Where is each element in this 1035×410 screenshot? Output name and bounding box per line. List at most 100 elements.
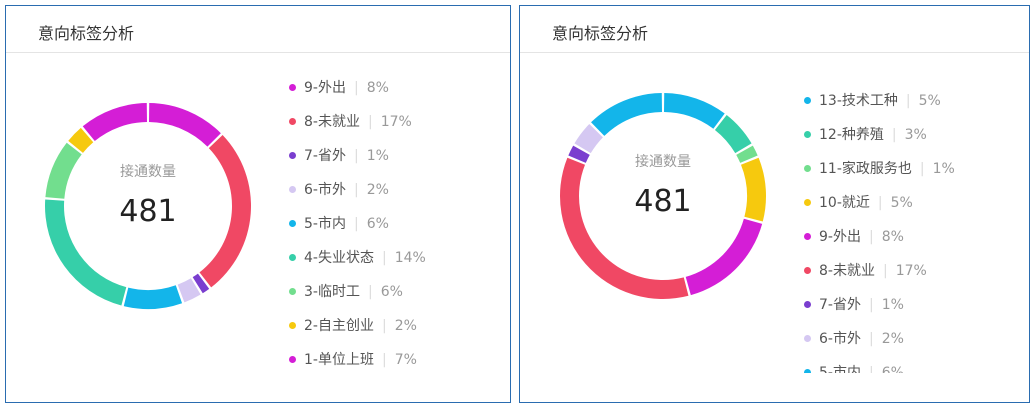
- legend-dot: [289, 185, 296, 193]
- legend-value: 8%: [881, 229, 904, 245]
- legend-item: 12-种养殖 | 3%: [804, 125, 927, 145]
- legend-divider: |: [919, 161, 925, 177]
- legend-dot: [289, 321, 296, 329]
- legend-dot: [804, 300, 811, 308]
- donut-segment: [568, 145, 590, 163]
- legend-divider: |: [381, 352, 387, 368]
- legend-divider: |: [877, 195, 883, 211]
- legend-value: 5%: [918, 93, 941, 109]
- legend-dot: [804, 130, 811, 138]
- legend-divider: |: [353, 80, 359, 96]
- legend-value: 8%: [366, 80, 389, 96]
- donut-segment: [199, 134, 251, 288]
- donut-segment: [685, 218, 763, 296]
- legend-value: 6%: [366, 216, 389, 232]
- legend-dot: [804, 198, 811, 206]
- legend-divider: |: [882, 263, 888, 279]
- legend-divider: |: [353, 182, 359, 198]
- legend-dot: [289, 219, 296, 227]
- legend-value: 6%: [380, 284, 403, 300]
- legend-divider: |: [381, 250, 387, 266]
- panel: 意向标签分析 接通数量 481 13-技术工种 | 5% 12-种养殖 | 3% 11-家政服务也…: [519, 5, 1030, 403]
- legend-dot: [289, 151, 296, 159]
- legend-divider: |: [905, 93, 911, 109]
- legend-value: 3%: [904, 127, 927, 143]
- legend-item: 6-市外 | 2%: [804, 329, 904, 349]
- legend-name: 1-单位上班: [304, 352, 374, 368]
- legend-item: 8-未就业 | 17%: [289, 112, 412, 132]
- panel-title: 意向标签分析: [552, 24, 649, 43]
- donut-segment: [192, 273, 210, 294]
- legend-dot: [289, 117, 296, 125]
- legend-item: 10-就近 | 5%: [804, 193, 913, 213]
- legend-dot: [289, 355, 296, 363]
- legend-item: 11-家政服务也 | 1%: [804, 159, 955, 179]
- legend-name: 3-临时工: [304, 284, 360, 300]
- legend-dot: [289, 83, 296, 91]
- donut-segment: [736, 145, 758, 163]
- donut-segment: [714, 115, 752, 154]
- legend-item: 3-临时工 | 6%: [289, 282, 403, 302]
- donut-segment: [574, 124, 603, 154]
- center-value: 481: [634, 184, 691, 219]
- donut-segment: [68, 127, 94, 153]
- legend-name: 9-外出: [819, 229, 861, 245]
- legend-dot: [804, 368, 811, 373]
- legend-value: 1%: [932, 161, 955, 177]
- legend-item: 6-市外 | 2%: [289, 180, 389, 200]
- legend-name: 6-市外: [819, 331, 861, 347]
- donut-segment: [177, 278, 201, 303]
- donut-segment: [740, 157, 766, 222]
- legend-divider: |: [367, 114, 373, 130]
- donut-segment: [82, 103, 147, 142]
- legend-value: 17%: [380, 114, 412, 130]
- center-value: 481: [119, 194, 176, 229]
- legend-dot: [289, 253, 296, 261]
- legend-name: 8-未就业: [304, 114, 360, 130]
- donut-segment: [560, 157, 689, 299]
- legend-value: 2%: [881, 331, 904, 347]
- legend-item: 7-省外 | 1%: [804, 295, 904, 315]
- legend-name: 8-未就业: [819, 263, 875, 279]
- legend-item: 2-自主创业 | 2%: [289, 316, 417, 336]
- donut-segment: [591, 93, 662, 136]
- legend-value: 2%: [394, 318, 417, 334]
- donut-segment: [664, 93, 725, 129]
- legend-value: 7%: [394, 352, 417, 368]
- legend-name: 12-种养殖: [819, 127, 884, 143]
- legend-item: 7-省外 | 1%: [289, 146, 389, 166]
- legend-name: 5-市内: [819, 365, 861, 373]
- legend-divider: |: [353, 148, 359, 164]
- legend-dot: [804, 164, 811, 172]
- legend-name: 4-失业状态: [304, 250, 374, 266]
- legend-dot: [804, 266, 811, 274]
- legend-item: 4-失业状态 | 14%: [289, 248, 426, 268]
- legend-dot: [804, 232, 811, 240]
- legend-value: 17%: [895, 263, 927, 279]
- donut-segment: [45, 199, 127, 306]
- donut-chart: 接通数量 481: [560, 93, 766, 299]
- panel-title: 意向标签分析: [38, 24, 135, 43]
- legend-value: 5%: [890, 195, 913, 211]
- legend-dot: [804, 96, 811, 104]
- legend-dot: [289, 287, 296, 295]
- donut-segment: [45, 142, 82, 199]
- legend-name: 9-外出: [304, 80, 346, 96]
- panel: 意向标签分析接通数量 481 9-外出 | 8% 8-未就业 | 17% 7-省外 | 1% 6-市外…: [5, 5, 511, 403]
- legend-item: 9-外出 | 8%: [804, 227, 904, 247]
- legend-value: 1%: [366, 148, 389, 164]
- legend-name: 7-省外: [304, 148, 346, 164]
- legend-divider: |: [868, 331, 874, 347]
- legend-item: 8-未就业 | 17%: [804, 261, 927, 281]
- legend-divider: |: [381, 318, 387, 334]
- donut-chart: 接通数量 481: [45, 103, 251, 309]
- legend-item: 5-市内 | 6%: [289, 214, 389, 234]
- legend: 9-外出 | 8% 8-未就业 | 17% 7-省外 | 1% 6-市外 | 2% 5-市内 | 6% 4-失…: [289, 78, 489, 378]
- legend-divider: |: [868, 365, 874, 373]
- legend-divider: |: [891, 127, 897, 143]
- legend-value: 1%: [881, 297, 904, 313]
- legend-divider: |: [353, 216, 359, 232]
- donut-segment: [149, 103, 221, 147]
- legend-name: 11-家政服务也: [819, 161, 912, 177]
